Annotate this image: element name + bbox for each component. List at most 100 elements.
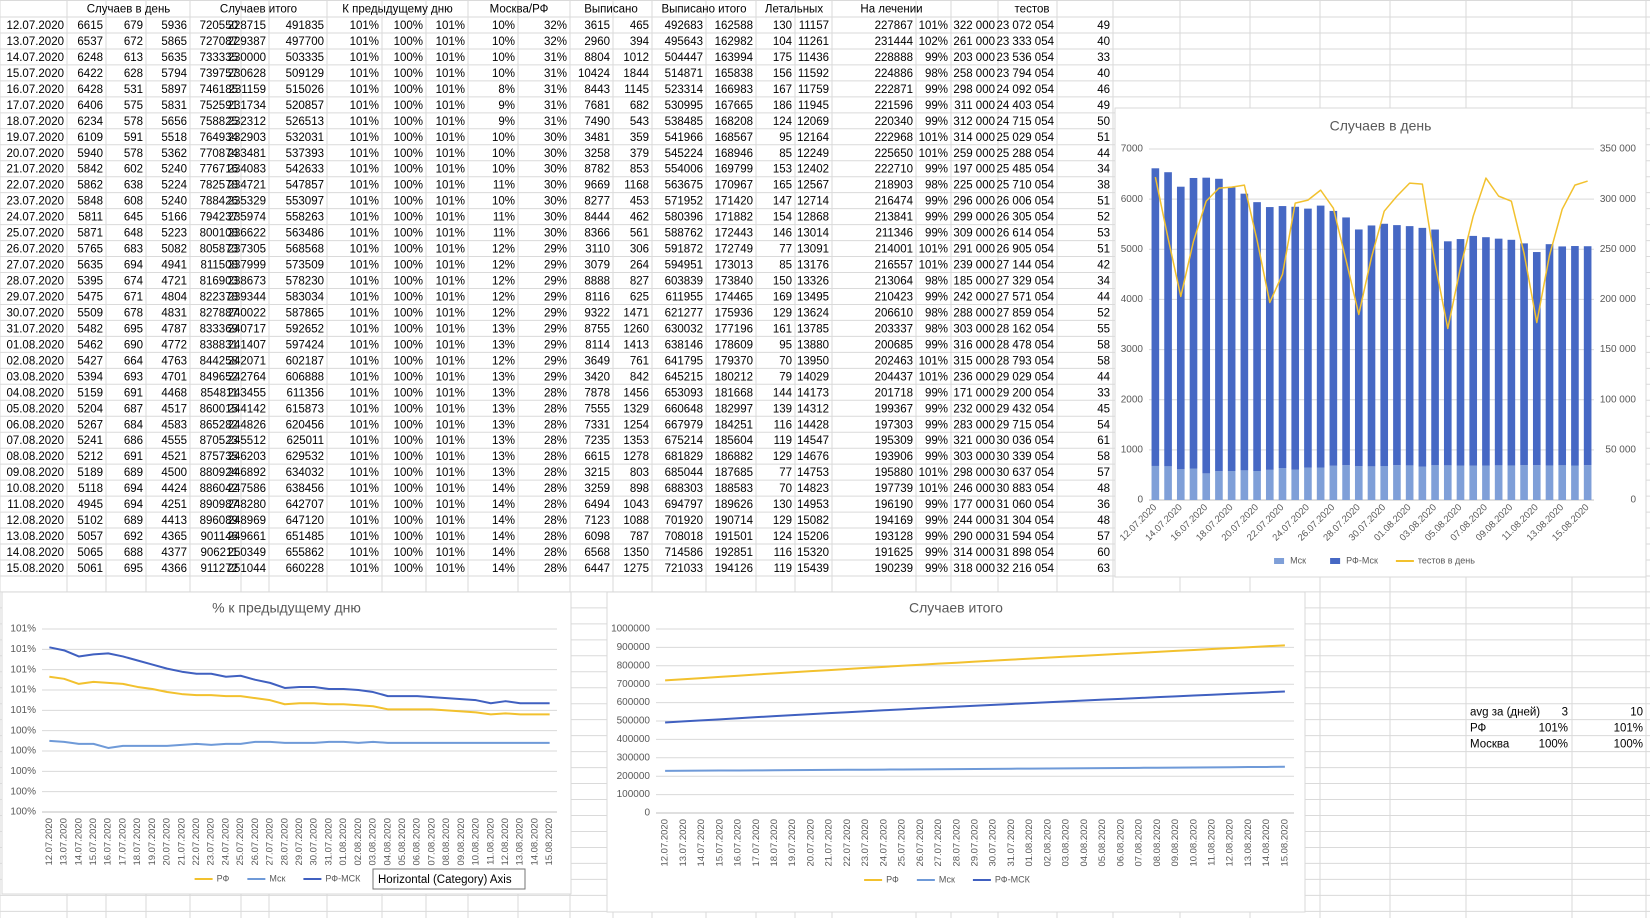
cell: 211346 [875,228,913,240]
cell: 602187 [286,355,324,367]
cell: 12% [492,276,515,288]
cell: 188583 [715,483,753,495]
cell: 58 [1097,355,1110,367]
cell: 788426 [200,196,238,208]
date-cell: 12.07.2020 [6,20,64,32]
cell: 26 614 054 [996,228,1054,240]
cell: 100% [394,36,423,48]
cell: 227867 [875,20,913,32]
cell: 163994 [715,52,754,64]
date-cell: 22.07.2020 [6,180,64,192]
date-cell: 02.08.2020 [6,355,64,367]
cell: 184251 [715,419,753,431]
cell: 29 715 054 [996,419,1054,431]
cell: 611356 [286,387,324,399]
cell: 12249 [797,148,829,160]
x-tick-label: 08.08.2020 [441,818,452,866]
cell: 575 [124,100,143,112]
cell: 752591 [200,100,238,112]
cell: 44 [1097,371,1110,383]
cell: 101% [436,467,465,479]
cell: 14% [492,483,515,495]
cell: 11592 [798,68,829,80]
y-tick-label: 900000 [617,642,651,653]
x-tick-label: 25.07.2020 [897,819,908,867]
y-tick-label: 5000 [1121,244,1144,255]
cell: 99% [925,84,948,96]
cell: 177196 [715,323,753,335]
side-cell: 100% [1614,739,1643,751]
cell: 5656 [161,116,187,128]
cell: 6537 [77,36,103,48]
cell: 10% [492,68,515,80]
cell: 6428 [77,84,103,96]
cell: 701920 [665,515,703,527]
side-cell: 3 [1562,707,1568,719]
x-tick-label: 23.07.2020 [206,818,217,866]
cell: 99% [925,196,948,208]
cell: 5482 [77,323,103,335]
cell: 8755 [584,323,610,335]
x-tick-label: 09.08.2020 [1170,819,1181,867]
cell: 520857 [286,100,324,112]
bar [1418,466,1427,500]
cell: 101% [436,212,465,224]
y-tick-label: 4000 [1121,294,1144,305]
cell: 625011 [286,435,324,447]
x-tick-label: 21.07.2020 [824,819,835,867]
legend-label: РФ [886,874,899,884]
cell: 803 [630,467,649,479]
cell: 563675 [665,180,703,192]
cell: 101% [436,52,465,64]
cell: 842 [630,371,649,383]
cell: 14823 [797,483,829,495]
cell: 1329 [623,403,649,415]
cell: 5394 [77,371,103,383]
cell: 40 [1097,68,1110,80]
column-header: К предыдущему дню [342,4,453,16]
cell: 578230 [286,276,324,288]
x-tick-label: 02.08.2020 [353,818,364,866]
cell: 101% [350,387,379,399]
side-label: avg за (дней) [1470,707,1540,719]
cell: 645 [124,212,143,224]
cell: 523314 [665,84,704,96]
bar [1494,465,1503,500]
cell: 99% [925,164,948,176]
cell: 10% [492,52,515,64]
x-tick-label: 12.08.2020 [1225,819,1236,867]
cell: 3649 [584,355,610,367]
cell: 568568 [286,244,324,256]
bar [1469,235,1478,466]
cell: 5848 [77,196,103,208]
cell: 11436 [798,52,829,64]
x-tick-label: 14.07.2020 [73,818,84,866]
cell: 8782 [584,164,610,176]
cell: 6494 [584,499,610,511]
date-cell: 27.07.2020 [6,260,64,272]
cell: 101% [919,132,948,144]
cell: 7123 [584,515,610,527]
cell: 580396 [665,212,703,224]
cell: 739757 [200,68,238,80]
cell: 48 [1097,483,1110,495]
bar [1443,465,1452,500]
bar [1443,241,1452,466]
cell: 531 [124,84,143,96]
cell: 51 [1097,132,1110,144]
cell: 29% [544,292,567,304]
cell: 34 [1097,276,1110,288]
cell: 563486 [286,228,324,240]
cell: 13% [492,387,515,399]
cell: 865282 [200,419,238,431]
cell: 515026 [286,84,324,96]
cell: 173013 [715,260,753,272]
cell: 733335 [200,52,238,64]
cell: 309 000 [953,228,995,240]
cell: 242764 [228,371,267,383]
cell: 12402 [797,164,829,176]
x-tick-label: 16.07.2020 [103,818,114,866]
bar [1316,205,1325,468]
cell: 101% [436,132,465,144]
cell: 694 [124,483,144,495]
